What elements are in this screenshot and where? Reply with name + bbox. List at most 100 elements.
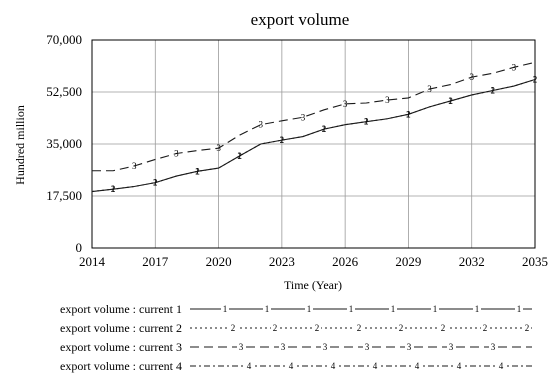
series-marker-3: 3 [174, 149, 179, 159]
legend-marker-4: 4 [415, 361, 420, 371]
legend-marker-3: 3 [323, 342, 328, 352]
legend-marker-bg [489, 341, 497, 352]
legend-marker-1: 1 [223, 304, 228, 314]
legend-marker-1: 1 [349, 304, 354, 314]
legend-marker-3: 3 [239, 342, 244, 352]
x-tick-label: 2014 [79, 254, 106, 269]
legend-marker-bg [371, 360, 379, 371]
legend-marker-1: 1 [307, 304, 312, 314]
legend-marker-1: 1 [517, 304, 522, 314]
series-marker-2: 2 [237, 151, 242, 161]
series-marker-3: 3 [385, 95, 390, 105]
legend-marker-bg [279, 341, 287, 352]
legend-marker-2: 2 [441, 323, 446, 333]
legend-marker-1: 1 [433, 304, 438, 314]
y-tick-label: 35,000 [46, 136, 82, 151]
series-marker-2: 2 [491, 86, 496, 96]
legend-label: export volume : current 2 [60, 321, 182, 335]
legend-marker-2: 2 [399, 323, 404, 333]
legend-marker-2: 2 [525, 323, 530, 333]
series-marker-1: 1 [448, 96, 453, 106]
series-marker-1: 1 [322, 124, 327, 134]
y-tick-label: 0 [76, 240, 83, 255]
series-marker-2: 2 [322, 124, 327, 134]
legend-marker-2: 2 [357, 323, 362, 333]
legend-marker-bg [329, 360, 337, 371]
legend-marker-bg [263, 303, 271, 314]
series-marker-2: 2 [280, 135, 285, 145]
legend-marker-bg [497, 360, 505, 371]
y-tick-label: 70,000 [46, 32, 82, 47]
legend-marker-bg [355, 322, 363, 333]
series-marker-3: 3 [132, 161, 137, 171]
legend-marker-bg [481, 322, 489, 333]
series-marker-2: 2 [448, 96, 453, 106]
x-tick-label: 2026 [332, 254, 359, 269]
legend-marker-bg [237, 341, 245, 352]
legend-marker-bg [397, 322, 405, 333]
legend-marker-bg [271, 322, 279, 333]
legend-marker-bg [447, 341, 455, 352]
y-tick-label: 52,500 [46, 84, 82, 99]
legend-marker-bg [221, 303, 229, 314]
legend-marker-4: 4 [289, 361, 294, 371]
series-line-3 [92, 61, 536, 172]
legend-marker-bg [347, 303, 355, 314]
legend-marker-bg [515, 303, 523, 314]
legend-label: export volume : current 3 [60, 340, 182, 354]
legend-marker-3: 3 [281, 342, 286, 352]
legend-marker-3: 3 [449, 342, 454, 352]
plot-frame [91, 39, 536, 249]
x-tick-label: 2020 [206, 254, 232, 269]
legend-marker-bg [305, 303, 313, 314]
series-marker-2: 2 [533, 75, 538, 85]
series-marker-1: 1 [280, 135, 285, 145]
legend-marker-3: 3 [365, 342, 370, 352]
legend-marker-bg [245, 360, 253, 371]
legend-marker-4: 4 [499, 361, 504, 371]
legend-marker-bg [473, 303, 481, 314]
legend-marker-bg [439, 322, 447, 333]
legend-marker-2: 2 [273, 323, 278, 333]
legend-marker-bg [405, 341, 413, 352]
legend-marker-bg [313, 322, 321, 333]
legend-marker-1: 1 [265, 304, 270, 314]
legend-marker-bg [321, 341, 329, 352]
x-tick-label: 2035 [522, 254, 548, 269]
series-marker-2: 2 [364, 117, 369, 127]
series-marker-3: 3 [343, 99, 348, 109]
x-tick-label: 2023 [269, 254, 295, 269]
y-axis-label: Hundred million [13, 105, 27, 185]
chart-title: export volume [251, 10, 350, 29]
series-line-2 [91, 78, 536, 193]
y-tick-labels: 0 17,500 35,000 52,500 70,000 [46, 32, 82, 255]
series-marker-3: 3 [469, 72, 474, 82]
legend-label: export volume : current 4 [60, 359, 182, 373]
legend: export volume : current 1 1 1 1 1 1 1 1 1 export … [60, 302, 532, 373]
legend-marker-bg [287, 360, 295, 371]
x-tick-labels: 2014 2017 2020 2023 2026 2029 2032 2035 [79, 254, 548, 269]
series-marker-3: 3 [216, 143, 221, 153]
legend-marker-4: 4 [373, 361, 378, 371]
series-marker-1: 1 [153, 178, 158, 188]
x-axis-label: Time (Year) [284, 278, 342, 292]
series-marker-3: 3 [301, 112, 306, 122]
series-marker-3: 3 [427, 84, 432, 94]
x-tick-label: 2029 [395, 254, 421, 269]
legend-marker-bg [413, 360, 421, 371]
legend-marker-4: 4 [331, 361, 336, 371]
legend-marker-3: 3 [407, 342, 412, 352]
legend-marker-4: 4 [247, 361, 252, 371]
series-marker-3: 3 [259, 120, 264, 130]
legend-marker-bg [363, 341, 371, 352]
legend-marker-1: 1 [391, 304, 396, 314]
legend-marker-3: 3 [491, 342, 496, 352]
legend-label: export volume : current 1 [60, 302, 182, 316]
legend-marker-4: 4 [457, 361, 462, 371]
series-marker-1: 1 [406, 109, 411, 119]
series-marker-1: 1 [533, 75, 538, 85]
legend-marker-2: 2 [315, 323, 320, 333]
legend-marker-2: 2 [483, 323, 488, 333]
